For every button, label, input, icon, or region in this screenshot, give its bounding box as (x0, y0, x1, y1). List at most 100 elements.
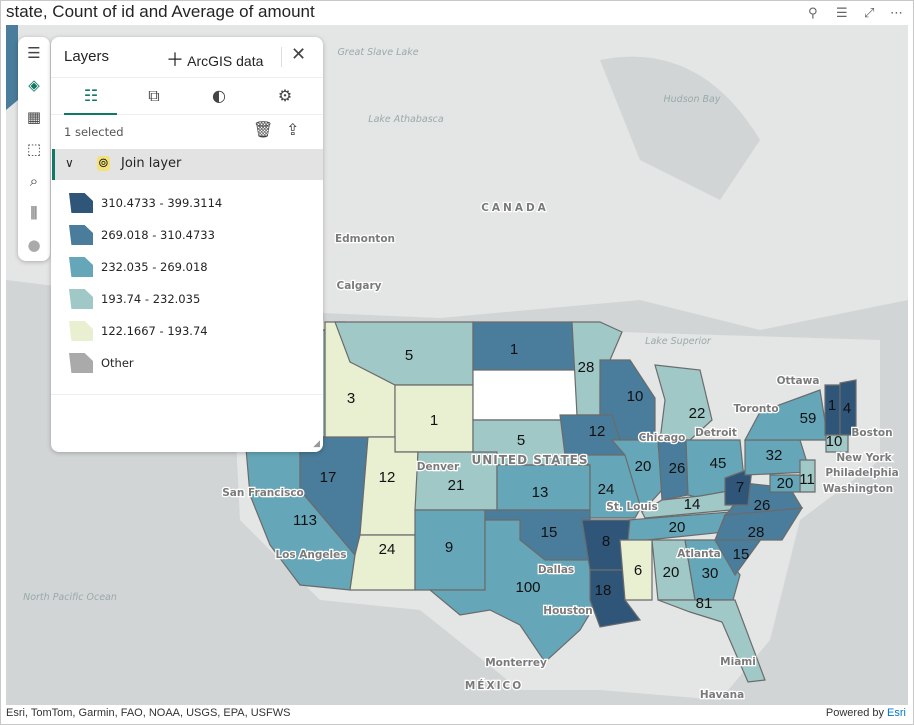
state-UT[interactable] (359, 436, 419, 536)
legend-item: 269.018 - 310.4733 (69, 223, 215, 247)
state-label-OK: 15 (541, 524, 558, 541)
state-label-NE: 5 (517, 432, 525, 449)
export-icon[interactable]: ⇪ (286, 120, 300, 139)
tab-layers-list[interactable]: ☷ (83, 86, 99, 105)
basemap-icon[interactable]: ▦ (26, 108, 42, 126)
visual-title: state, Count of id and Average of amount (6, 2, 315, 21)
powered-by[interactable]: Powered by Esri (826, 707, 906, 719)
search-icon[interactable]: ⌕ (29, 172, 39, 190)
legend-label: 232.035 - 269.018 (101, 260, 208, 274)
city-label: Chicago (639, 432, 686, 444)
esri-link[interactable]: Esri (887, 707, 906, 719)
state-label-NH: 4 (843, 400, 851, 417)
legend-swatch (69, 321, 93, 341)
state-label-MD: 20 (777, 475, 794, 492)
water-label: Hudson Bay (664, 94, 721, 105)
selection-count: 1 selected (64, 125, 124, 139)
tab-style[interactable]: ◐ (212, 86, 226, 105)
state-SD[interactable] (472, 369, 578, 421)
state-label-WY: 1 (430, 412, 438, 429)
city-label: Calgary (336, 280, 381, 292)
state-label-AR: 8 (602, 533, 610, 550)
divider (281, 47, 282, 67)
state-label-OH: 45 (710, 455, 727, 472)
city-label: Havana (700, 689, 744, 701)
menu-icon[interactable]: ☰ (27, 44, 41, 62)
water-label: Lake Athabasca (368, 114, 444, 125)
selection-icon[interactable]: ⬚ (26, 140, 42, 158)
state-FL[interactable] (657, 599, 766, 683)
city-label: Miami (720, 656, 756, 668)
state-NY[interactable] (743, 389, 829, 441)
state-label-IA: 12 (589, 423, 606, 440)
state-label-SC: 15 (733, 546, 750, 563)
state-label-VT: 1 (828, 397, 836, 414)
legend-swatch (69, 257, 93, 277)
city-label: Atlanta (677, 548, 720, 560)
legend-item: Other (69, 351, 134, 375)
city-label: Detroit (695, 427, 737, 439)
state-GA[interactable] (684, 539, 741, 601)
add-arcgis-data-button[interactable]: ＋ ArcGIS data (166, 46, 263, 72)
delete-icon[interactable]: 🗑︎ (253, 120, 274, 139)
city-label: Denver (417, 461, 460, 473)
add-label: ArcGIS data (187, 53, 264, 69)
layer-name: Join layer (121, 156, 182, 171)
close-icon[interactable]: ✕ (291, 44, 307, 65)
powered-by-label: Powered by (825, 707, 884, 719)
legend-label: 269.018 - 310.4733 (101, 228, 215, 242)
state-label-WI: 10 (627, 388, 644, 405)
tab-settings[interactable]: ⚙ (277, 86, 293, 105)
state-label-ND: 1 (510, 341, 518, 358)
city-label: Houston (543, 605, 592, 617)
layers-panel: Layers ＋ ArcGIS data ✕ ☷ ⧉ ◐ ⚙ 1 selecte… (51, 37, 323, 452)
plus-icon: ＋ (166, 50, 184, 70)
legend-swatch (69, 353, 93, 373)
legend-swatch (69, 289, 93, 309)
state-label-NM: 9 (445, 539, 453, 556)
state-label-MI: 22 (689, 405, 706, 422)
city-label: Ottawa (777, 375, 820, 387)
city-label: Monterrey (485, 657, 547, 669)
country-label: CANADA (481, 202, 549, 214)
state-label-TX: 100 (515, 579, 540, 596)
state-label-TN: 20 (669, 519, 686, 536)
tab-shapes[interactable]: ⧉ (148, 86, 160, 105)
state-MD[interactable] (769, 474, 801, 493)
pin-icon[interactable]: ⚲ (808, 6, 818, 21)
analytics-icon[interactable]: ⫼ (30, 204, 38, 222)
panel-tabs: ☷ ⧉ ◐ ⚙ (51, 77, 323, 115)
state-MS[interactable] (619, 539, 653, 601)
state-CT[interactable] (825, 434, 849, 453)
layers-icon[interactable]: ◈ (28, 76, 40, 94)
panel-title: Layers (64, 48, 110, 65)
filter-icon[interactable]: ☰ (836, 6, 848, 21)
state-label-WV: 7 (736, 479, 744, 496)
state-label-KY: 14 (684, 496, 701, 513)
legend-swatch (69, 193, 93, 213)
state-ND[interactable] (472, 321, 578, 371)
chevron-down-icon[interactable]: ∨ (65, 156, 74, 170)
resize-handle[interactable]: ◢ (313, 439, 320, 449)
state-IL[interactable] (610, 439, 663, 514)
state-label-MT: 5 (405, 347, 413, 364)
city-label: Los Angeles (275, 549, 346, 561)
state-label-FL: 81 (696, 595, 713, 612)
state-label-NY: 59 (800, 410, 817, 427)
state-label-NC: 28 (748, 524, 765, 541)
state-label-ID: 3 (347, 390, 355, 407)
state-label-CA: 113 (293, 512, 317, 529)
more-options-icon[interactable]: ⋯ (890, 6, 903, 21)
avatar-icon[interactable]: ● (27, 236, 41, 254)
state-label-VA: 26 (754, 497, 771, 514)
state-NH[interactable] (839, 379, 857, 436)
layer-row-join-layer[interactable]: ∨ ⊚ Join layer (52, 149, 323, 180)
city-label: St. Louis (606, 501, 657, 513)
state-label-MO: 24 (598, 481, 615, 498)
state-label-CT: 10 (826, 433, 843, 450)
state-label-GA: 30 (702, 565, 719, 582)
state-label-KS: 13 (532, 484, 549, 501)
state-label-IN: 26 (669, 460, 686, 477)
state-WV[interactable] (724, 467, 753, 506)
focus-mode-icon[interactable]: ⤢ (864, 6, 875, 21)
